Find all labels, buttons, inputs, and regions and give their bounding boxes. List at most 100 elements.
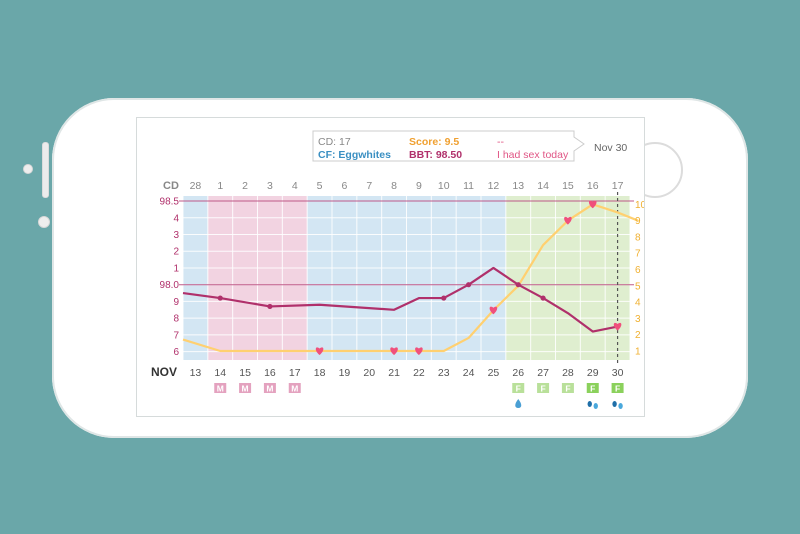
- cycle-day-label: 6: [341, 180, 347, 192]
- app-screen: CD 28 1 2 3 4 5 6 7 8 9 10 11 12 13 14 15 16 17 NOV 13 14 15 16…: [136, 117, 645, 417]
- bbt-point: [217, 295, 223, 301]
- bbt-axis-label: 98.0: [160, 280, 180, 291]
- phase-band-follicular: [183, 196, 208, 360]
- cycle-day-label: 3: [267, 180, 273, 192]
- footprints-icon: [587, 401, 598, 409]
- heart-icon: [489, 306, 498, 315]
- bbt-line: [182, 266, 618, 333]
- badge-label: F: [540, 384, 545, 394]
- cycle-day-label: 5: [317, 180, 323, 192]
- info-bbt: BBT: 98.50: [409, 149, 462, 161]
- score-axis-label: 1: [635, 347, 641, 358]
- heart-icon: [315, 347, 324, 355]
- phone-sensor-top: [23, 164, 33, 174]
- badge-m-bg: [288, 383, 301, 393]
- date-label: 21: [388, 367, 400, 379]
- date-label: 29: [587, 367, 599, 379]
- info-score: Score: 9.5: [409, 136, 459, 148]
- bbt-axis-label: 9: [173, 297, 179, 308]
- cycle-day-label: 11: [463, 180, 474, 192]
- badge-f-bg: [561, 383, 574, 393]
- badge-f-bg: [512, 383, 525, 393]
- info-cd: CD: 17: [318, 136, 351, 148]
- badge-f-bg: [611, 383, 624, 393]
- cycle-day-label: 13: [512, 180, 524, 192]
- bbt-axis-label: 7: [173, 330, 179, 341]
- cycle-day-label: 7: [366, 180, 372, 192]
- date-label: 25: [488, 367, 500, 379]
- date-label: 28: [562, 367, 574, 379]
- badge-m-bg: [214, 383, 227, 393]
- info-cf: CF: Eggwhites: [318, 149, 391, 161]
- badge-label: M: [217, 384, 224, 394]
- score-axis-label: 2: [635, 330, 641, 341]
- score-axis-label: 8: [635, 232, 641, 243]
- badge-label: M: [242, 384, 249, 394]
- footprint-right: [593, 403, 598, 409]
- cycle-day-label: 12: [488, 180, 500, 192]
- date-label: 13: [190, 367, 202, 379]
- badge-m-bg: [263, 383, 276, 393]
- badge-f-bg: [586, 383, 599, 393]
- date-label: 14: [214, 367, 226, 379]
- date-label: 19: [339, 367, 351, 379]
- score-axis-label: 5: [635, 281, 641, 292]
- cycle-day-label: 9: [416, 180, 422, 192]
- badge-f-bg: [537, 383, 550, 393]
- cycle-day-label: 28: [190, 180, 202, 192]
- bbt-axis-label: 2: [173, 247, 179, 258]
- cycle-day-label: 1: [217, 180, 223, 192]
- cycle-day-label: 15: [562, 180, 574, 192]
- date-label: 26: [512, 367, 524, 379]
- cycle-day-label: 2: [242, 180, 248, 192]
- date-label: 23: [438, 367, 450, 379]
- bbt-axis-label: 1: [173, 263, 179, 274]
- footprint-left: [612, 401, 617, 407]
- drop-icon: [515, 399, 522, 408]
- bbt-axis-label: 4: [173, 213, 179, 224]
- cycle-day-label: 17: [612, 180, 624, 192]
- cycle-day-label: 8: [391, 180, 397, 192]
- month-label: NOV: [151, 365, 177, 379]
- info-tooltip: CD: 17 CF: Eggwhites Score: 9.5 BBT: 98.…: [312, 130, 585, 162]
- footprint-right: [618, 403, 623, 409]
- score-axis-label: 7: [635, 249, 641, 260]
- cd-row-label: CD: [163, 180, 179, 192]
- score-axis-label: 10: [635, 200, 644, 211]
- date-label: 27: [537, 367, 549, 379]
- bbt-axis-label: 3: [173, 230, 179, 241]
- phone-camera: [38, 216, 50, 228]
- badge-label: M: [266, 384, 273, 394]
- badge-label: F: [615, 384, 620, 394]
- bbt-axis-label: 8: [173, 314, 179, 325]
- badge-label: F: [565, 384, 570, 394]
- bbt-point: [441, 295, 447, 301]
- heart-icon: [390, 347, 398, 355]
- cycle-day-label: 10: [438, 180, 450, 192]
- cycle-day-label: 14: [537, 180, 549, 192]
- heart-icon: [415, 347, 423, 355]
- score-axis-label: 4: [635, 298, 641, 309]
- date-label: 20: [363, 367, 375, 379]
- badge-label: F: [516, 384, 521, 394]
- cycle-day-label: 4: [292, 180, 298, 192]
- tooltip-frame: [312, 130, 585, 162]
- footprints-icon: [612, 401, 623, 409]
- badge-m-bg: [239, 383, 252, 393]
- heart-icon: [588, 200, 597, 209]
- score-axis-label: 9: [635, 216, 641, 227]
- date-label: 18: [314, 367, 326, 379]
- badge-label: M: [291, 384, 298, 394]
- date-label: 17: [289, 367, 301, 379]
- date-label: 22: [413, 367, 425, 379]
- bbt-axis-label: 6: [173, 347, 179, 358]
- info-sex-note: I had sex today: [497, 149, 569, 161]
- heart-icon: [564, 216, 572, 225]
- score-axis-label: 6: [635, 265, 641, 276]
- bbt-point: [267, 303, 273, 310]
- date-label: 16: [264, 367, 276, 379]
- heart-icon: [613, 322, 622, 331]
- selected-date-label: Nov 30: [594, 142, 627, 154]
- bbt-axis-label: 98.5: [160, 197, 180, 208]
